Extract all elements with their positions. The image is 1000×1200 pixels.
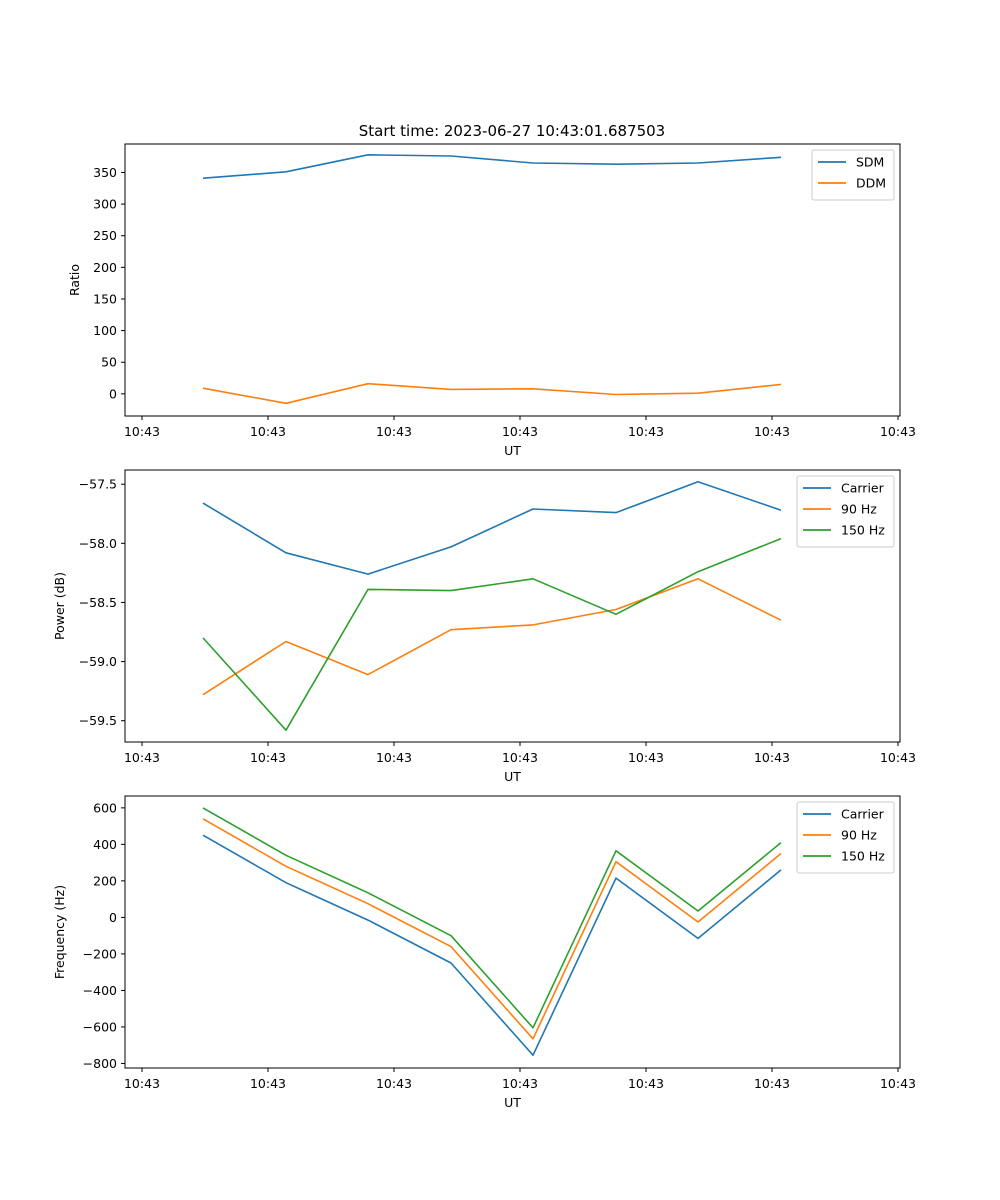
- x-tick-label: 10:43: [502, 750, 538, 765]
- x-tick-label: 10:43: [880, 750, 916, 765]
- x-tick-label: 10:43: [880, 1076, 916, 1091]
- legend-label: 90 Hz: [841, 828, 877, 843]
- y-tick-label: −58.5: [79, 595, 117, 610]
- y-tick-label: −58.0: [79, 536, 117, 551]
- x-tick-label: 10:43: [754, 424, 790, 439]
- axes-frame: [124, 143, 901, 417]
- panel-3: −800 −600 −400 −200 0 200 400 600 10:43 10:43 10:4…: [52, 795, 916, 1110]
- y-tick-label: 400: [93, 837, 117, 852]
- legend-label: Carrier: [841, 807, 885, 822]
- figure-title: Start time: 2023-06-27 10:43:01.687503: [359, 122, 665, 140]
- x-tick-label: 10:43: [754, 750, 790, 765]
- y-tick-label: −400: [83, 983, 117, 998]
- y-tick-label: 250: [93, 228, 117, 243]
- x-tick-label: 10:43: [376, 750, 412, 765]
- axes-frame: [124, 795, 901, 1069]
- y-tick-label: 200: [93, 260, 117, 275]
- y-tick-label: 350: [93, 165, 117, 180]
- legend-label: 90 Hz: [841, 502, 877, 517]
- legend: Carrier 90 Hz 150 Hz: [796, 475, 895, 548]
- y-axis-label: Frequency (Hz): [52, 885, 67, 979]
- y-tick-label: −600: [83, 1019, 117, 1034]
- series-line-sdm: [202, 154, 782, 179]
- series-line-150-hz: [202, 537, 782, 732]
- legend-label: DDM: [856, 176, 886, 191]
- y-tick-label: 150: [93, 291, 117, 306]
- y-tick-label: −800: [83, 1056, 117, 1071]
- legend: SDM DDM: [811, 149, 895, 201]
- y-tick-label: 100: [93, 323, 117, 338]
- legend-label: SDM: [856, 155, 884, 170]
- y-axis-label: Ratio: [67, 264, 82, 296]
- y-axis-label: Power (dB): [52, 572, 67, 640]
- series-line-carrier: [202, 834, 782, 1056]
- x-tick-label: 10:43: [124, 424, 160, 439]
- x-tick-label: 10:43: [628, 1076, 664, 1091]
- legend-label: Carrier: [841, 481, 885, 496]
- x-tick-label: 10:43: [502, 1076, 538, 1091]
- x-tick-label: 10:43: [376, 424, 412, 439]
- x-tick-label: 10:43: [250, 1076, 286, 1091]
- series-line-carrier: [202, 480, 782, 575]
- legend-label: 150 Hz: [841, 849, 885, 864]
- x-tick-label: 10:43: [628, 750, 664, 765]
- x-axis-label: UT: [504, 443, 521, 458]
- legend: Carrier 90 Hz 150 Hz: [796, 801, 895, 874]
- panel-2: −59.5 −59.0 −58.5 −58.0 −57.5 10:43 10:43 10:43…: [52, 469, 916, 784]
- x-tick-label: 10:43: [880, 424, 916, 439]
- series-line-ddm: [202, 382, 782, 405]
- y-tick-label: 200: [93, 873, 117, 888]
- series-line-90-hz: [202, 577, 782, 696]
- y-tick-label: 600: [93, 800, 117, 815]
- series-line-150-hz: [202, 807, 782, 1029]
- x-axis-label: UT: [504, 1095, 521, 1110]
- y-tick-label: 0: [109, 386, 117, 401]
- x-tick-label: 10:43: [628, 424, 664, 439]
- legend-label: 150 Hz: [841, 523, 885, 538]
- x-tick-label: 10:43: [124, 1076, 160, 1091]
- y-tick-label: −200: [83, 946, 117, 961]
- x-tick-label: 10:43: [250, 424, 286, 439]
- panel-1: 0 50 100 150 200 250 300 350 10:43 10:43 10:43 10:4…: [67, 143, 916, 458]
- y-tick-label: 0: [109, 910, 117, 925]
- x-tick-label: 10:43: [502, 424, 538, 439]
- x-tick-label: 10:43: [250, 750, 286, 765]
- x-axis-label: UT: [504, 769, 521, 784]
- x-tick-label: 10:43: [754, 1076, 790, 1091]
- series-line-90-hz: [202, 818, 782, 1040]
- panels: 0 50 100 150 200 250 300 350 10:43 10:43 10:43 10:4…: [52, 143, 916, 1110]
- y-tick-label: −59.5: [79, 713, 117, 728]
- x-tick-label: 10:43: [124, 750, 160, 765]
- y-tick-label: 50: [101, 355, 117, 370]
- y-tick-label: 300: [93, 197, 117, 212]
- y-tick-label: −59.0: [79, 654, 117, 669]
- x-tick-label: 10:43: [376, 1076, 412, 1091]
- axes-frame: [124, 469, 901, 743]
- y-tick-label: −57.5: [79, 477, 117, 492]
